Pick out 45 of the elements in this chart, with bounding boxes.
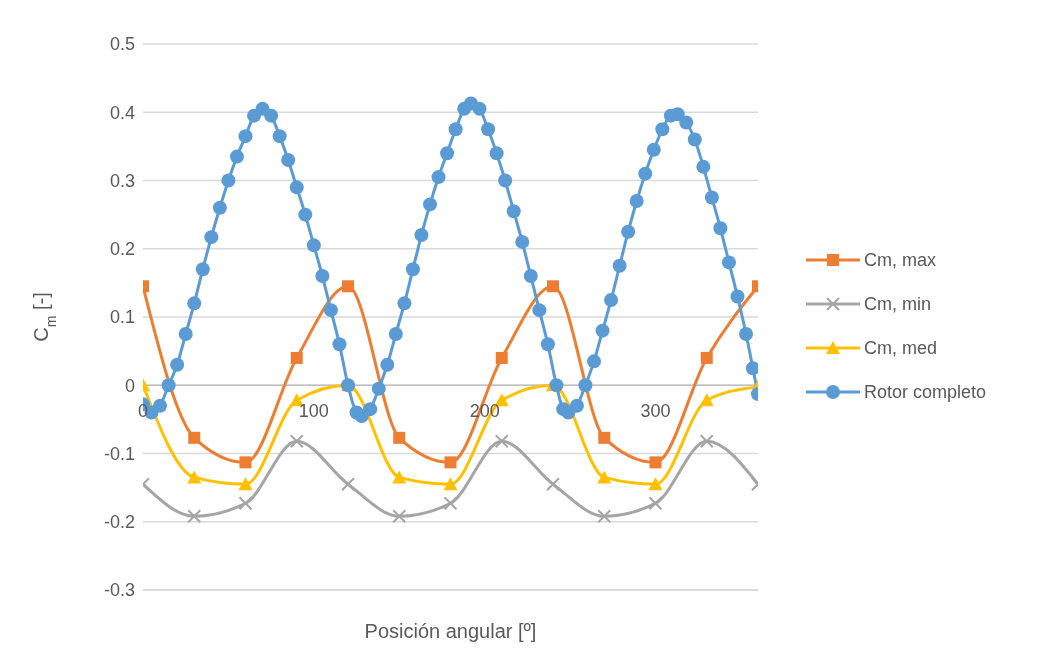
- point: [699, 434, 714, 449]
- y-tick-label: 0.1: [109, 307, 135, 328]
- x-tick-label: 100: [298, 401, 329, 422]
- point: [187, 470, 202, 484]
- legend-label: Cm, max: [864, 249, 936, 271]
- point: [239, 456, 252, 469]
- point: [649, 456, 662, 469]
- point: [341, 477, 355, 492]
- point: [699, 393, 714, 407]
- point: [188, 431, 201, 444]
- point: [648, 496, 663, 511]
- point: [290, 351, 303, 364]
- point: [547, 280, 559, 293]
- y-tick-label: 0.3: [109, 170, 135, 191]
- point: [546, 477, 560, 492]
- point: [700, 351, 713, 364]
- y-tick-label: -0.2: [103, 512, 135, 533]
- point: [443, 496, 458, 511]
- point: [393, 431, 406, 444]
- point: [289, 434, 304, 449]
- y-tick-label: -0.3: [103, 580, 135, 601]
- legend-label: Rotor completo: [864, 381, 987, 403]
- point: [392, 470, 407, 484]
- y-tick-label: -0.1: [103, 443, 135, 464]
- y-tick-label: 0: [124, 375, 135, 396]
- y-tick-label: 0.2: [109, 239, 135, 260]
- point: [392, 509, 407, 524]
- point: [597, 470, 612, 484]
- point: [598, 431, 611, 444]
- legend-label: Cm, med: [864, 337, 938, 359]
- point: [443, 477, 458, 491]
- y-tick-label: 0.5: [109, 34, 135, 55]
- x-axis-title: Posición angular [º]: [364, 620, 537, 642]
- point: [238, 477, 253, 491]
- point: [494, 434, 509, 449]
- point: [444, 456, 457, 469]
- point: [648, 477, 663, 491]
- point: [342, 280, 354, 293]
- x-tick-label: 300: [640, 401, 671, 422]
- point: [238, 496, 253, 511]
- legend-label: Cm, min: [864, 293, 931, 315]
- point: [187, 509, 202, 524]
- point: [597, 509, 612, 524]
- y-tick-label: 0.4: [109, 102, 135, 123]
- point: [495, 351, 508, 364]
